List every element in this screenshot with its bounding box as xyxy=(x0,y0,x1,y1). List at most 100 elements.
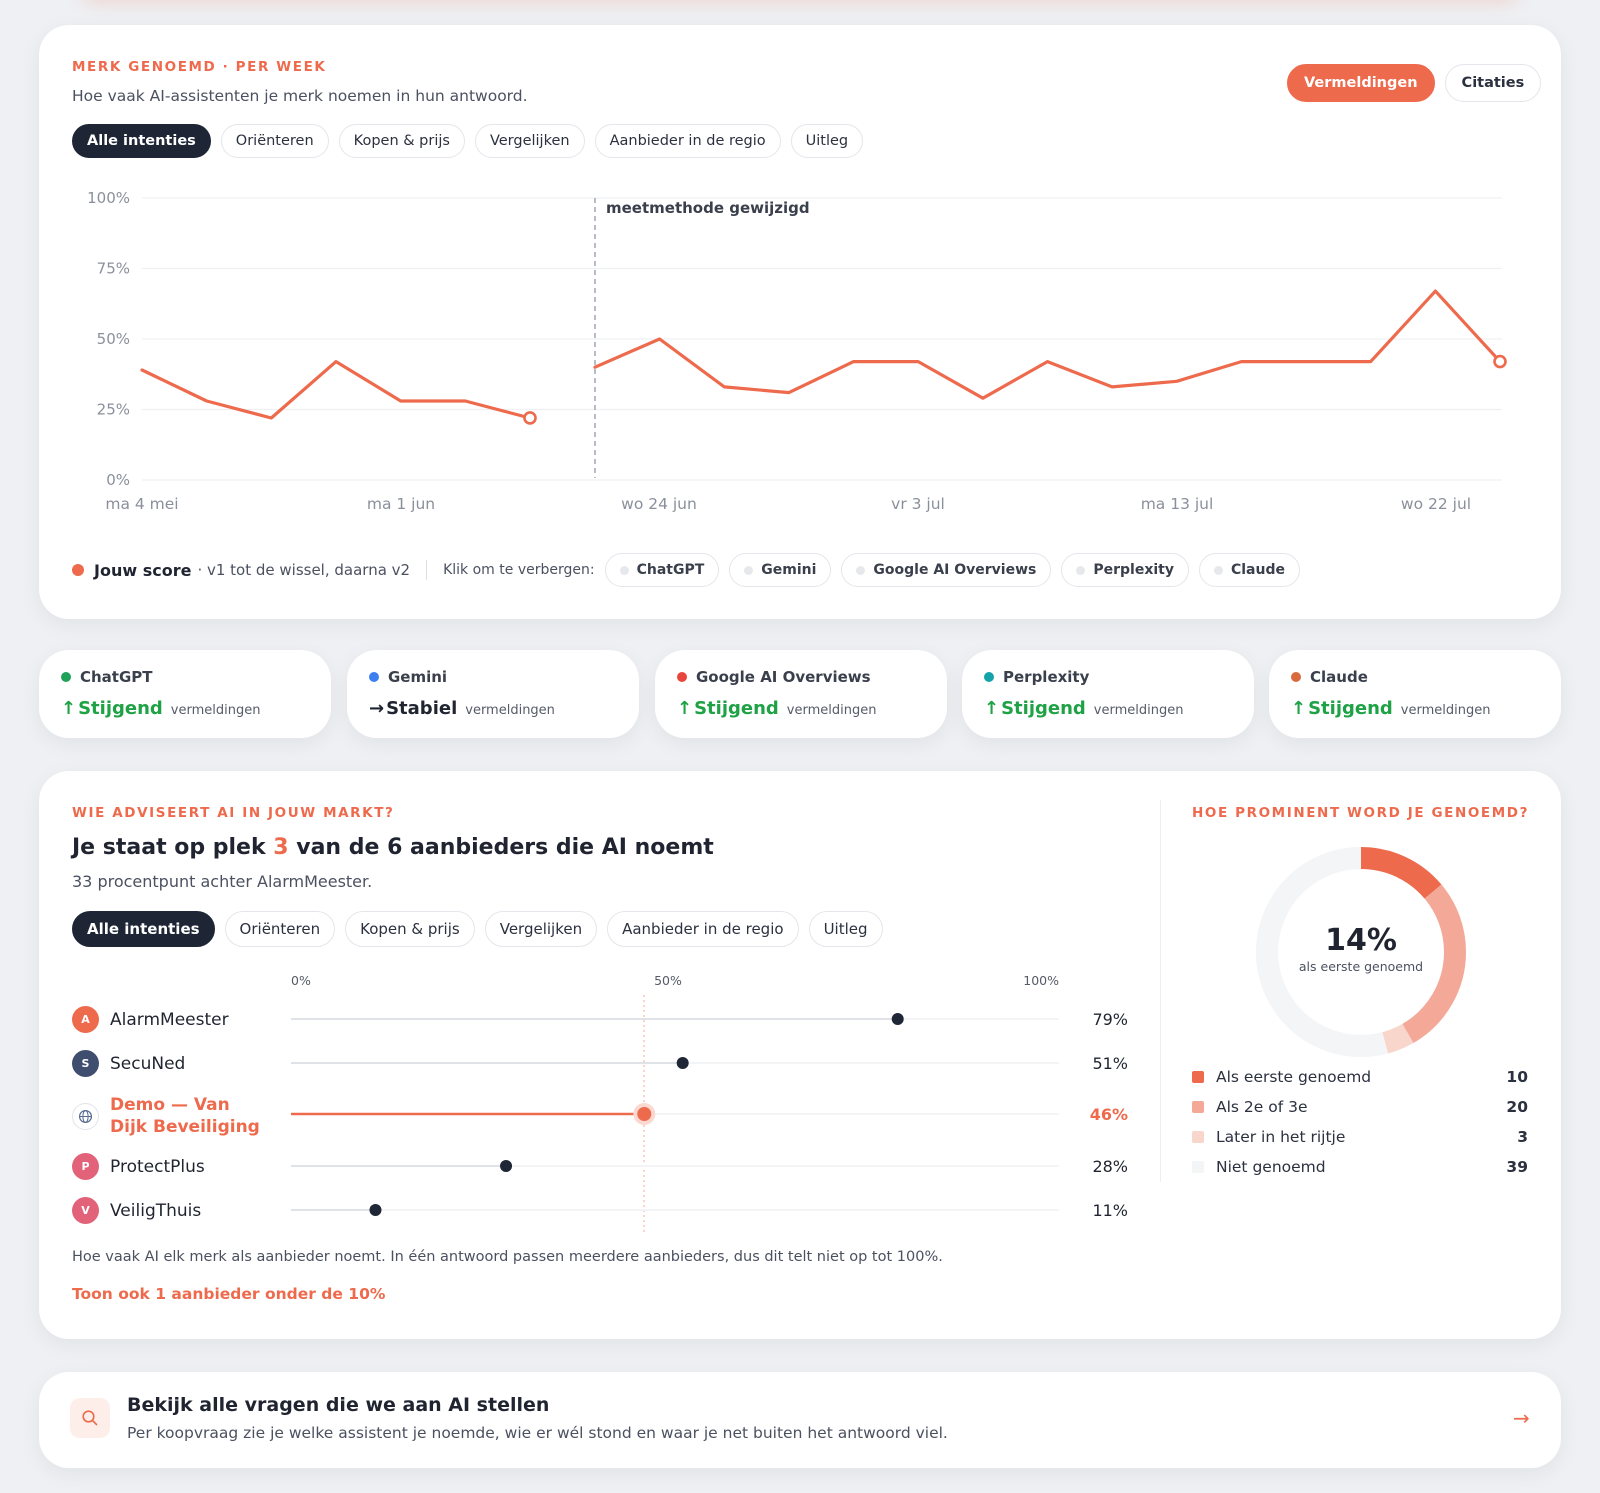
cta-subtitle: Per koopvraag zie je welke assistent je … xyxy=(127,1424,948,1442)
trend-metric: vermeldingen xyxy=(1400,703,1491,718)
market-note: Hoe vaak AI elk merk als aanbieder noemt… xyxy=(72,1249,943,1265)
legend-label: Later in het rijtje xyxy=(1216,1128,1346,1146)
legend-count: 39 xyxy=(1506,1158,1528,1176)
legend-label: Perplexity xyxy=(1093,562,1174,578)
cta-title: Bekijk alle vragen die we aan AI stellen xyxy=(127,1394,550,1416)
market-intent-tabs: Alle intenties Oriënteren Kopen & prijs … xyxy=(72,911,883,947)
engine-label: Claude xyxy=(1310,668,1368,686)
tab-alle-intenties[interactable]: Alle intenties xyxy=(72,124,211,158)
trend-arrow-icon: ↑ xyxy=(61,698,77,719)
engine-dot xyxy=(61,672,71,682)
provider-name: Demo — Van Dijk Beveiliging xyxy=(110,1095,260,1137)
legend-swatch xyxy=(1192,1101,1204,1113)
provider-row-protectplus: P ProtectPlus xyxy=(72,1153,205,1180)
x-tick-label: wo 24 jun xyxy=(621,495,697,513)
legend-row-not-mentioned: Niet genoemd 39 xyxy=(1192,1152,1528,1182)
trend-intent-tabs: Alle intenties Oriënteren Kopen & prijs … xyxy=(72,124,864,158)
provider-row-veiligthuis: V VeiligThuis xyxy=(72,1197,201,1224)
prominence-donut: 14% als eerste genoemd xyxy=(1256,847,1466,1057)
metric-toggle: Vermeldingen Citaties xyxy=(1287,64,1542,102)
avatar: V xyxy=(72,1197,99,1224)
engine-card-gemini[interactable]: Gemini → Stabiel vermeldingen xyxy=(347,650,639,738)
method-change-annotation: meetmethode gewijzigd xyxy=(606,199,810,217)
tab-alle-intenties[interactable]: Alle intenties xyxy=(72,911,215,947)
show-more-link[interactable]: Toon ook 1 aanbieder onder de 10% xyxy=(72,1285,386,1303)
donut-center-label: als eerste genoemd xyxy=(1299,959,1423,974)
market-subtitle: 33 procentpunt achter AlarmMeester. xyxy=(72,872,373,891)
questions-cta-card[interactable] xyxy=(39,1372,1561,1468)
x-tick-label: ma 1 jun xyxy=(367,495,435,513)
y-tick-label: 100% xyxy=(87,189,130,207)
market-eyebrow: WIE ADVISEERT AI IN JOUW MARKT? xyxy=(72,805,395,821)
legend-dot xyxy=(856,565,866,575)
toggle-citaties[interactable]: Citaties xyxy=(1444,64,1542,102)
legend-swatch xyxy=(1192,1071,1204,1083)
engine-label: Perplexity xyxy=(1003,668,1090,686)
market-title: Je staat op plek 3 van de 6 aanbieders d… xyxy=(72,835,714,860)
prominence-legend: Als eerste genoemd 10 Als 2e of 3e 20 Late… xyxy=(1192,1062,1528,1182)
legend-dot xyxy=(619,565,629,575)
tab-uitleg[interactable]: Uitleg xyxy=(808,911,883,947)
globe-glyph xyxy=(78,1109,93,1123)
trend-value: Stijgend xyxy=(1308,698,1393,719)
score-note: · v1 tot de wissel, daarna v2 xyxy=(197,561,411,579)
score-line-v2 xyxy=(593,289,1502,400)
legend-claude[interactable]: Claude xyxy=(1198,553,1300,587)
trend-arrow-icon: ↑ xyxy=(1291,698,1307,719)
avatar: A xyxy=(72,1006,99,1033)
tab-orienteren[interactable]: Oriënteren xyxy=(224,911,336,947)
legend-separator xyxy=(426,560,428,580)
trend-arrow-icon: → xyxy=(369,698,385,719)
top-card-shadow xyxy=(80,0,1520,4)
donut-segments xyxy=(1256,847,1466,1057)
engine-name: Gemini xyxy=(369,668,447,686)
score-dot xyxy=(72,564,84,576)
market-divider xyxy=(1160,800,1161,1182)
donut-segment-1 xyxy=(1256,847,1466,1057)
legend-gemini[interactable]: Gemini xyxy=(729,553,832,587)
avatar: P xyxy=(72,1153,99,1180)
chart-grid xyxy=(142,197,1502,481)
tab-orienteren[interactable]: Oriënteren xyxy=(220,124,329,158)
tab-kopen-prijs[interactable]: Kopen & prijs xyxy=(345,911,475,947)
tab-vergelijken[interactable]: Vergelijken xyxy=(474,124,585,158)
trend-value: Stijgend xyxy=(694,698,779,719)
legend-perplexity[interactable]: Perplexity xyxy=(1061,553,1189,587)
arrow-right-icon[interactable]: → xyxy=(1513,1406,1530,1430)
tab-uitleg[interactable]: Uitleg xyxy=(790,124,864,158)
trend-metric: vermeldingen xyxy=(1093,703,1184,718)
tab-kopen-prijs[interactable]: Kopen & prijs xyxy=(338,124,465,158)
engine-name: ChatGPT xyxy=(61,668,153,686)
provider-pct: 79% xyxy=(1092,1010,1128,1029)
tab-vergelijken[interactable]: Vergelijken xyxy=(484,911,598,947)
y-tick-label: 50% xyxy=(97,330,130,348)
engine-label: Google AI Overviews xyxy=(696,668,871,686)
tab-aanbieder-regio[interactable]: Aanbieder in de regio xyxy=(594,124,781,158)
engine-card-chatgpt[interactable]: ChatGPT ↑ Stijgend vermeldingen xyxy=(39,650,331,738)
series-end-marker[interactable] xyxy=(523,411,537,425)
legend-chatgpt[interactable]: ChatGPT xyxy=(604,553,720,587)
engine-card-perplexity[interactable]: Perplexity ↑ Stijgend vermeldingen xyxy=(962,650,1254,738)
engine-name: Claude xyxy=(1291,668,1368,686)
legend-dot xyxy=(1213,565,1223,575)
legend-label: Als 2e of 3e xyxy=(1216,1098,1308,1116)
legend-row-first: Als eerste genoemd 10 xyxy=(1192,1062,1528,1092)
tab-aanbieder-regio[interactable]: Aanbieder in de regio xyxy=(607,911,799,947)
engine-label: ChatGPT xyxy=(80,668,153,686)
legend-google-ai-overviews[interactable]: Google AI Overviews xyxy=(841,553,1052,587)
engine-label: Gemini xyxy=(388,668,448,686)
trend-legend: Jouw score · v1 tot de wissel, daarna v2… xyxy=(72,553,1300,587)
search-icon xyxy=(70,1398,110,1438)
engine-name: Perplexity xyxy=(984,668,1089,686)
engine-dot xyxy=(984,672,994,682)
toggle-vermeldingen[interactable]: Vermeldingen xyxy=(1287,64,1435,102)
y-tick-label: 75% xyxy=(97,260,130,278)
y-axis-ticks: 100% 75% 50% 25% 0% xyxy=(87,189,130,489)
engine-card-claude[interactable]: Claude ↑ Stijgend vermeldingen xyxy=(1269,650,1561,738)
legend-swatch xyxy=(1192,1161,1204,1173)
provider-row-secuned: S SecuNed xyxy=(72,1050,185,1077)
engine-card-google-ai-overviews[interactable]: Google AI Overviews ↑ Stijgend vermeldinge… xyxy=(655,650,947,738)
provider-pct: 51% xyxy=(1092,1054,1128,1073)
x-tick-label: vr 3 jul xyxy=(891,495,945,513)
series-end-marker[interactable] xyxy=(1493,354,1507,369)
